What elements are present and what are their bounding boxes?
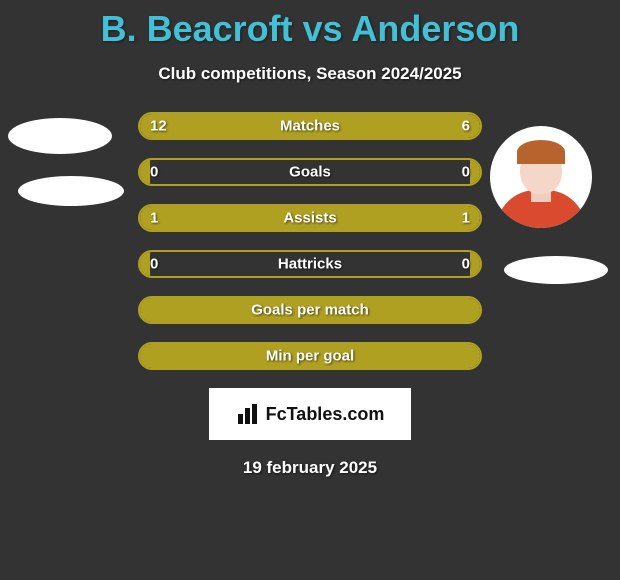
brand-box: FcTables.com: [209, 388, 411, 440]
stat-row: Min per goal: [138, 342, 482, 370]
player-left-club-placeholder: [18, 176, 124, 206]
date-label: 19 february 2025: [0, 458, 620, 478]
stat-label: Hattricks: [140, 256, 480, 273]
page-subtitle: Club competitions, Season 2024/2025: [0, 64, 620, 84]
avatar-hair: [517, 140, 565, 164]
stat-row: 11Assists: [138, 204, 482, 232]
stat-label: Min per goal: [140, 348, 480, 365]
stat-row: 126Matches: [138, 112, 482, 140]
bar-chart-icon: [236, 404, 260, 424]
stat-row: Goals per match: [138, 296, 482, 324]
stats-container: 126Matches 00Goals 11Assists 00Hattricks Goa…: [138, 112, 482, 370]
page-title: B. Beacroft vs Anderson: [0, 0, 620, 50]
stat-label: Goals per match: [140, 302, 480, 319]
stat-row: 00Goals: [138, 158, 482, 186]
brand-text: FcTables.com: [266, 404, 385, 425]
player-left-photo-placeholder: [8, 118, 112, 154]
player-right-avatar: [490, 126, 592, 228]
stat-label: Matches: [140, 118, 480, 135]
stat-row: 00Hattricks: [138, 250, 482, 278]
player-right-club-placeholder: [504, 256, 608, 284]
stat-label: Goals: [140, 164, 480, 181]
stat-label: Assists: [140, 210, 480, 227]
